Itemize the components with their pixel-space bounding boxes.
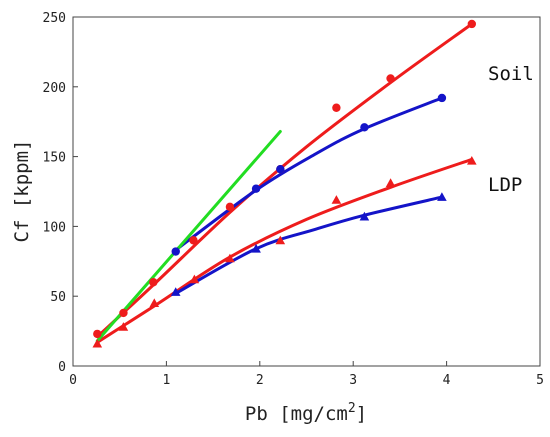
data-markers: [92, 19, 477, 348]
data-point-triangle: [331, 195, 342, 204]
data-point-triangle: [385, 178, 396, 187]
fit-curve-4: [95, 130, 282, 343]
y-tick-label: 250: [43, 11, 66, 26]
data-point-circle: [251, 184, 261, 193]
data-point-triangle: [118, 322, 129, 331]
data-point-triangle: [149, 298, 160, 307]
data-point-circle: [386, 74, 395, 83]
data-point-circle: [225, 202, 235, 212]
x-axis-ticks: 0 1 2 3 4 5: [69, 361, 544, 388]
data-point-circle: [467, 19, 477, 29]
data-point-circle: [149, 278, 158, 287]
data-point-triangle: [170, 287, 181, 296]
y-tick-label: 150: [43, 151, 66, 166]
y-tick-label: 100: [43, 220, 66, 235]
x-axis-title: Pb [mg/cm2]: [245, 401, 367, 425]
data-point-triangle: [467, 156, 477, 165]
annotation-soil: Soil: [488, 63, 534, 85]
x-tick-label: 1: [162, 373, 170, 388]
data-point-circle: [119, 308, 128, 318]
data-point-triangle: [359, 211, 370, 221]
data-point-triangle: [437, 192, 447, 201]
data-point-triangle: [251, 243, 261, 253]
x-tick-label: 2: [256, 373, 264, 388]
x-tick-label: 3: [349, 373, 357, 388]
fit-curve-1: [174, 96, 444, 252]
data-point-triangle: [275, 235, 286, 245]
data-point-triangle: [92, 338, 103, 348]
data-point-circle: [360, 123, 369, 132]
data-point-circle: [276, 164, 285, 174]
data-point-circle: [437, 93, 447, 103]
annotation-ldp: LDP: [488, 174, 522, 196]
y-tick-label: 200: [43, 81, 66, 96]
data-point-circle: [189, 236, 198, 245]
y-tick-label: 50: [50, 290, 66, 305]
fit-curve-3: [174, 195, 444, 295]
y-tick-label: 0: [58, 360, 66, 375]
x-tick-label: 5: [536, 373, 544, 388]
data-point-triangle: [225, 253, 235, 263]
data-point-circle: [171, 247, 180, 256]
x-tick-label: 4: [443, 373, 451, 388]
data-point-triangle: [189, 274, 200, 284]
x-tick-label: 0: [69, 373, 77, 388]
y-axis-ticks: 0 50 100 150 200 250: [43, 11, 78, 375]
data-point-circle: [332, 103, 341, 112]
data-point-circle: [93, 329, 102, 339]
y-axis-title: Cf [kppm]: [11, 140, 33, 243]
